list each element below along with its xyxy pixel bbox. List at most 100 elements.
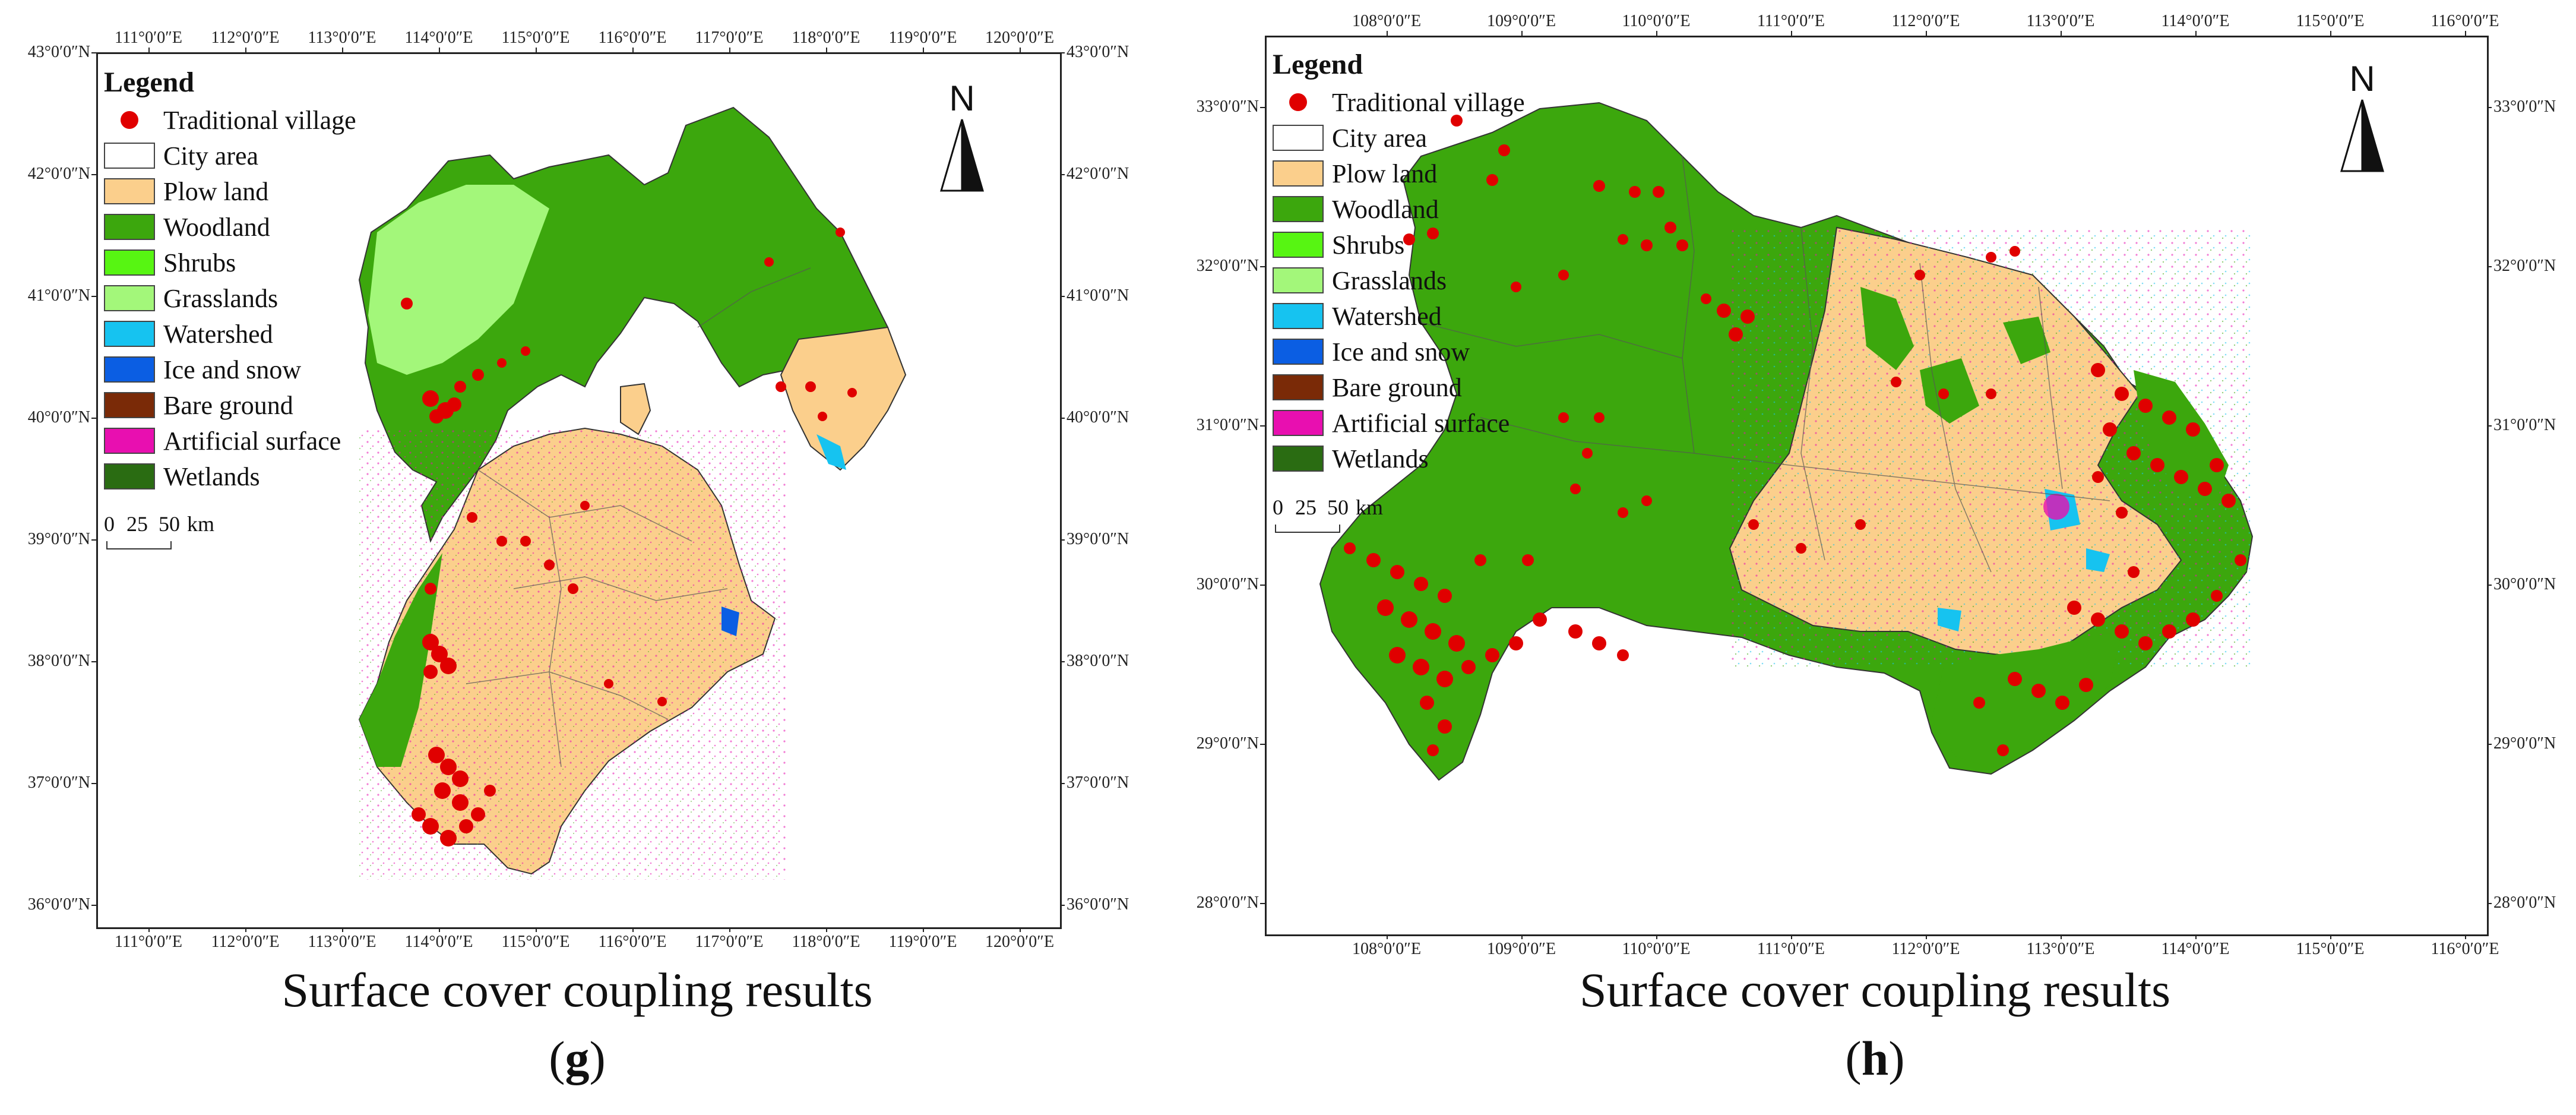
lat-tick-label: 42°0′0″N	[1067, 165, 1129, 183]
legend-title-h: Legend	[1273, 49, 1363, 80]
legend-swatch	[1273, 303, 1324, 329]
legend-item-g: Artificial surface	[104, 423, 356, 459]
legend-swatch	[104, 143, 155, 169]
legend-label: Artificial surface	[163, 426, 341, 456]
scale-label-km-h: km	[1356, 495, 1384, 519]
village-dot-icon	[104, 107, 155, 133]
lon-tick-label: 119°0′0″E	[888, 29, 957, 47]
lat-tick-mark	[91, 52, 96, 53]
sublabel-letter-g: g	[565, 1031, 590, 1085]
legend-item-g: City area	[104, 138, 356, 173]
legend-label: Traditional village	[1332, 87, 1525, 117]
north-letter-h: N	[2349, 59, 2375, 99]
sublabel-close-g: )	[589, 1031, 606, 1085]
north-letter-g: N	[949, 78, 975, 118]
lon-tick-label: 112°0′0″E	[211, 933, 280, 951]
legend-swatch	[1273, 125, 1324, 151]
lat-tick-label: 43°0′0″N	[1067, 43, 1129, 61]
lat-tick-label: 28°0′0″N	[2493, 893, 2556, 912]
lat-tick-mark	[2487, 107, 2492, 108]
scale-label-25-g: 25	[126, 512, 148, 536]
legend-label: Bare ground	[1332, 372, 1462, 402]
lat-tick-mark	[1060, 52, 1065, 53]
lon-tick-mark	[729, 48, 730, 52]
legend-swatch	[1273, 446, 1324, 472]
map-frame-h: Legend Traditional village City area Plow …	[1265, 36, 2489, 936]
lat-tick-mark	[1060, 296, 1065, 297]
lon-tick-mark	[632, 927, 634, 932]
lat-tick-label: 36°0′0″N	[1067, 895, 1129, 914]
lat-tick-label: 38°0′0″N	[1067, 652, 1129, 670]
lon-tick-label: 116°0′0″E	[598, 933, 667, 951]
map-h	[1319, 102, 2254, 781]
legend-item-h: Watershed	[1273, 298, 1525, 334]
legend-label: Woodland	[163, 212, 270, 242]
lat-tick-mark	[1260, 585, 1265, 586]
legend-item-h: City area	[1273, 120, 1525, 156]
village-dots-h	[1344, 115, 2246, 756]
lon-tick-mark	[148, 927, 150, 932]
lon-tick-label: 115°0′0″E	[501, 29, 570, 47]
lon-tick-label: 119°0′0″E	[888, 933, 957, 951]
lon-tick-label: 111°0′0″E	[114, 29, 182, 47]
legend-swatch	[1273, 374, 1324, 400]
lat-tick-label: 41°0′0″N	[1067, 286, 1129, 305]
north-arrow-h: N	[2336, 58, 2389, 177]
lon-tick-label: 116°0′0″E	[2431, 12, 2499, 30]
lat-tick-label: 30°0′0″N	[1196, 575, 1259, 593]
north-arrow-g: N	[935, 78, 989, 197]
lon-tick-mark	[2061, 934, 2062, 939]
lat-tick-mark	[91, 661, 96, 662]
lon-tick-label: 111°0′0″E	[114, 933, 182, 951]
lon-tick-mark	[2195, 31, 2197, 36]
lon-tick-mark	[1791, 31, 1792, 36]
lat-tick-label: 29°0′0″N	[2493, 734, 2556, 753]
lat-tick-mark	[2487, 585, 2492, 586]
legend-swatch	[104, 285, 155, 311]
lon-tick-mark	[923, 48, 924, 52]
lat-tick-mark	[1060, 418, 1065, 419]
scale-bar-line-g	[106, 541, 172, 549]
scale-label-50-h: 50	[1327, 495, 1349, 519]
legend-label: Artificial surface	[1332, 408, 1510, 438]
legend-h: Legend Traditional village City area Plow …	[1273, 48, 1525, 476]
region-woodland-w-g	[359, 553, 442, 767]
lon-tick-mark	[536, 48, 537, 52]
lon-tick-mark	[826, 48, 827, 52]
lon-tick-label: 113°0′0″E	[308, 933, 376, 951]
lon-tick-label: 114°0′0″E	[404, 933, 473, 951]
lat-tick-mark	[2487, 425, 2492, 427]
lon-tick-mark	[2195, 934, 2197, 939]
legend-item-g: Traditional village	[104, 102, 356, 138]
lat-tick-mark	[91, 783, 96, 784]
lat-tick-mark	[1060, 905, 1065, 906]
scale-label-0-g: 0	[104, 512, 115, 536]
lat-tick-label: 39°0′0″N	[1067, 530, 1129, 548]
lat-tick-mark	[91, 539, 96, 541]
lat-tick-label: 33°0′0″N	[1196, 97, 1259, 116]
lon-tick-label: 112°0′0″E	[1891, 12, 1960, 30]
lon-tick-label: 113°0′0″E	[2026, 940, 2095, 958]
sublabel-open-g: (	[549, 1031, 565, 1085]
lat-tick-mark	[1060, 661, 1065, 662]
legend-label: Bare ground	[163, 390, 293, 420]
lat-tick-label: 31°0′0″N	[2493, 416, 2556, 434]
legend-label: Woodland	[1332, 194, 1439, 224]
lat-tick-mark	[1260, 107, 1265, 108]
legend-item-h: Plow land	[1273, 156, 1525, 191]
legend-item-h: Bare ground	[1273, 369, 1525, 405]
lon-tick-mark	[2330, 934, 2331, 939]
lon-tick-mark	[439, 48, 440, 52]
north-arrow-icon	[2340, 99, 2384, 172]
lat-tick-label: 29°0′0″N	[1196, 734, 1259, 753]
village-dot-icon	[1273, 89, 1324, 115]
lon-tick-mark	[1656, 934, 1657, 939]
legend-swatch	[1273, 232, 1324, 258]
legend-swatch	[1273, 160, 1324, 187]
lat-tick-label: 39°0′0″N	[27, 530, 90, 548]
legend-label: Traditional village	[163, 105, 356, 135]
lat-tick-label: 36°0′0″N	[27, 895, 90, 914]
legend-item-h: Traditional village	[1273, 84, 1525, 120]
lat-tick-label: 32°0′0″N	[2493, 257, 2556, 275]
